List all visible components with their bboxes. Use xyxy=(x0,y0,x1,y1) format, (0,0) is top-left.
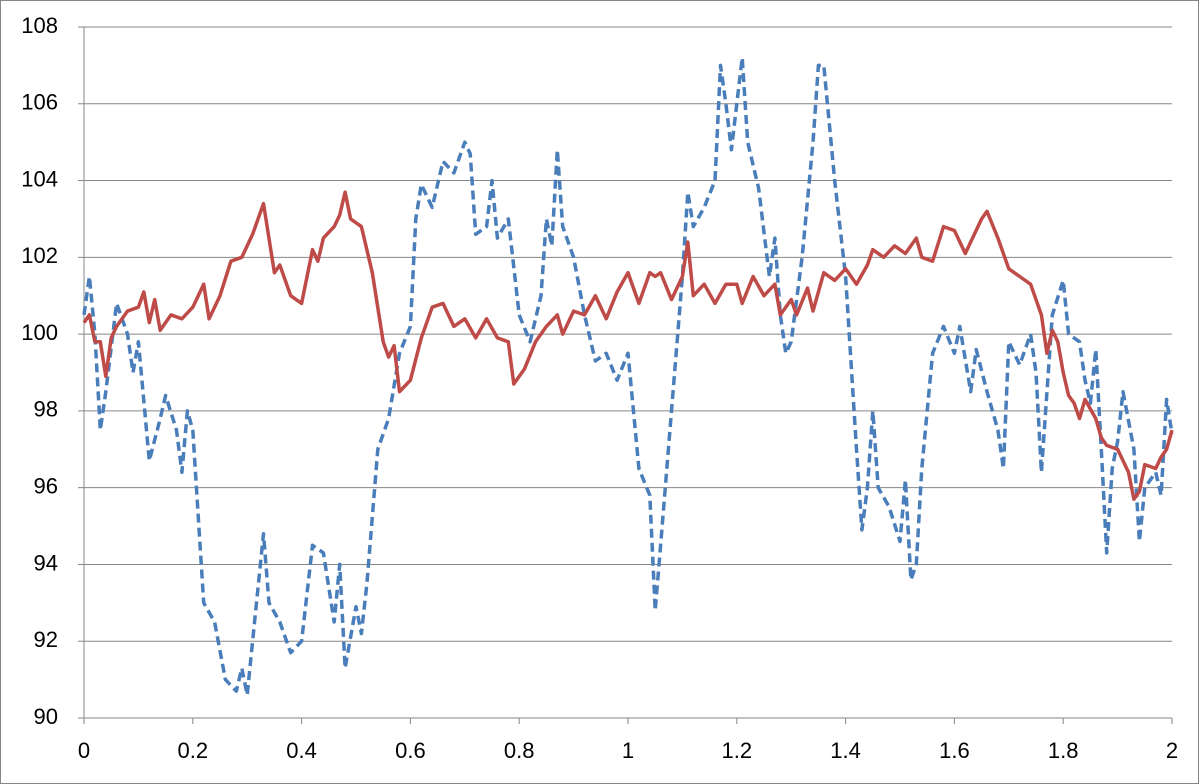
y-tick-label: 102 xyxy=(21,243,58,268)
x-tick-label: 0.4 xyxy=(286,738,317,763)
y-tick-label: 94 xyxy=(34,550,58,575)
x-tick-label: 2 xyxy=(1166,738,1178,763)
y-tick-label: 92 xyxy=(34,627,58,652)
x-tick-label: 1.4 xyxy=(830,738,861,763)
data-line xyxy=(82,190,1174,501)
y-tick-label: 98 xyxy=(34,397,58,422)
y-tick-label: 90 xyxy=(34,704,58,729)
y-tick-label: 108 xyxy=(21,13,58,38)
x-tick-label: 1.2 xyxy=(722,738,753,763)
data-line xyxy=(82,55,1174,697)
x-tick-label: 1.8 xyxy=(1048,738,1079,763)
y-tick-label: 96 xyxy=(34,473,58,498)
x-tick-label: 0 xyxy=(78,738,90,763)
x-tick-label: 0.8 xyxy=(504,738,535,763)
x-tick-label: 1.6 xyxy=(939,738,970,763)
x-tick-label: 0.2 xyxy=(178,738,209,763)
y-tick-label: 100 xyxy=(21,320,58,345)
y-tick-label: 104 xyxy=(21,166,58,191)
x-tick-label: 0.6 xyxy=(395,738,426,763)
y-tick-label: 106 xyxy=(21,90,58,115)
x-tick-label: 1 xyxy=(622,738,634,763)
